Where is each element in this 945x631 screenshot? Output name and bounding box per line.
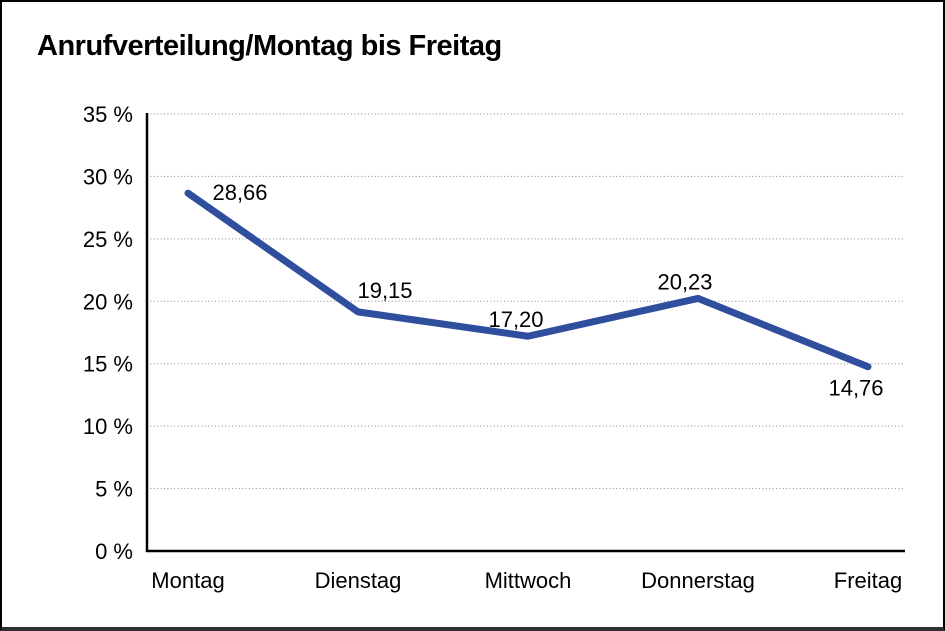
x-category-label: Freitag: [834, 568, 902, 593]
data-point-label: 20,23: [657, 269, 712, 294]
y-tick-label: 25 %: [83, 227, 133, 252]
y-tick-label: 10 %: [83, 414, 133, 439]
y-tick-label: 15 %: [83, 352, 133, 377]
y-tick-label: 20 %: [83, 289, 133, 314]
x-category-label: Mittwoch: [485, 568, 572, 593]
y-tick-label: 0 %: [95, 539, 133, 564]
y-tick-label: 30 %: [83, 164, 133, 189]
x-category-label: Donnerstag: [641, 568, 755, 593]
data-point-label: 14,76: [828, 376, 883, 401]
x-category-label: Dienstag: [315, 568, 402, 593]
chart-line: [184, 189, 872, 371]
y-tick-label: 5 %: [95, 477, 133, 502]
x-category-label: Montag: [151, 568, 224, 593]
chart-title: Anrufverteilung/Montag bis Freitag: [37, 30, 502, 62]
y-tick-label: 35 %: [83, 102, 133, 127]
data-point-label: 17,20: [488, 307, 543, 332]
data-point-label: 19,15: [357, 278, 412, 303]
data-point-label: 28,66: [212, 180, 267, 205]
